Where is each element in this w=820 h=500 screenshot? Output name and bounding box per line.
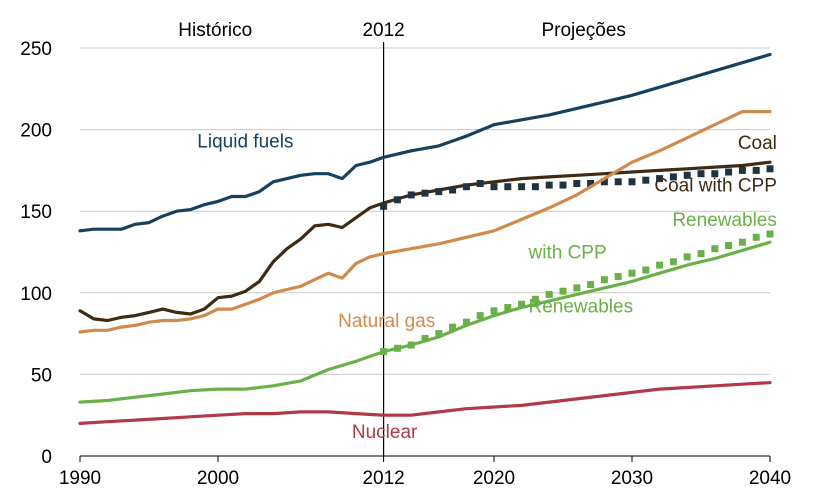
data-point-coal-with-cpp <box>421 189 429 197</box>
x-tick-label: 2000 <box>197 468 239 489</box>
split-year-label: 2012 <box>362 20 404 41</box>
data-point-renewables-with-cpp <box>614 273 622 280</box>
y-tick-label: 200 <box>20 121 52 142</box>
data-point-renewables-with-cpp <box>573 284 581 292</box>
data-point-coal-with-cpp <box>559 181 567 189</box>
data-point-coal-with-cpp <box>628 178 636 186</box>
data-point-coal-with-cpp <box>393 196 401 204</box>
data-point-coal-with-cpp <box>407 191 415 199</box>
data-point-renewables-with-cpp <box>462 318 470 326</box>
data-point-renewables-with-cpp <box>393 344 401 352</box>
data-point-renewables-with-cpp <box>725 242 733 249</box>
y-tick-label: 100 <box>20 284 52 305</box>
data-point-coal-with-cpp <box>587 180 595 187</box>
data-point-coal-with-cpp <box>380 202 388 210</box>
data-point-coal-with-cpp <box>669 173 677 181</box>
series-label-with-cpp: with CPP <box>528 243 607 264</box>
y-tick-label: 150 <box>20 202 52 223</box>
y-tick-label: 50 <box>31 365 52 386</box>
data-point-coal-with-cpp <box>504 183 512 191</box>
data-point-coal-with-cpp <box>656 175 664 183</box>
data-point-coal-with-cpp <box>462 183 470 191</box>
data-point-renewables-with-cpp <box>738 238 746 246</box>
series-coal-with-cpp <box>380 165 774 210</box>
series-line-coal <box>78 160 772 323</box>
data-point-renewables-with-cpp <box>490 307 498 315</box>
series-label-renewables: Renewables <box>672 210 777 231</box>
series-label-coal-with-cpp: Coal with CPP <box>654 176 777 197</box>
historical-period-label: Histórico <box>178 20 252 41</box>
series-renewables-with-cpp <box>380 230 774 356</box>
data-point-renewables-with-cpp <box>531 295 539 303</box>
data-point-coal-with-cpp <box>545 181 553 189</box>
series-label-renewables: Renewables <box>529 296 634 317</box>
data-point-renewables-with-cpp <box>766 230 774 238</box>
series-line-nuclear <box>78 381 772 425</box>
data-point-coal-with-cpp <box>697 170 705 178</box>
series-label-liquid-fuels: Liquid fuels <box>197 132 293 153</box>
data-point-coal-with-cpp <box>476 180 484 187</box>
data-point-renewables-with-cpp <box>435 330 443 338</box>
x-tick-label: 2030 <box>611 468 653 489</box>
series-label-nuclear: Nuclear <box>352 422 418 443</box>
series-labels: Liquid fuels Coal Coal with CPP Renewables w… <box>197 132 777 443</box>
data-point-renewables-with-cpp <box>642 266 650 274</box>
data-point-coal-with-cpp <box>738 166 746 174</box>
data-point-coal-with-cpp <box>600 178 608 186</box>
x-tick-label: 2040 <box>749 468 791 489</box>
data-point-renewables-with-cpp <box>380 348 388 356</box>
axes: 0 50 100 150 200 250 1990 2000 2012 2020 2030 2040 <box>20 39 791 489</box>
data-point-renewables-with-cpp <box>559 287 567 295</box>
data-point-coal-with-cpp <box>518 183 526 191</box>
period-header: Histórico 2012 Projeções <box>178 20 626 41</box>
data-point-renewables-with-cpp <box>697 250 705 258</box>
data-point-renewables-with-cpp <box>504 304 512 311</box>
data-point-renewables-with-cpp <box>449 323 457 331</box>
data-point-renewables-with-cpp <box>711 245 719 253</box>
series-line-natural-gas <box>78 109 772 334</box>
series-natural-gas <box>78 109 772 334</box>
data-point-renewables-with-cpp <box>518 300 526 308</box>
data-point-coal-with-cpp <box>766 165 774 173</box>
data-point-coal-with-cpp <box>573 180 581 187</box>
data-point-coal-with-cpp <box>449 186 457 194</box>
series-coal <box>78 160 772 323</box>
data-point-renewables-with-cpp <box>628 269 636 277</box>
data-point-renewables-with-cpp <box>600 276 608 284</box>
series-layer <box>78 52 774 425</box>
series-label-coal: Coal <box>738 133 777 154</box>
data-point-coal-with-cpp <box>711 170 719 178</box>
data-point-coal-with-cpp <box>725 168 733 176</box>
grid-lines <box>80 47 770 375</box>
series-line-liquid-fuels <box>78 52 772 233</box>
projections-period-label: Projeções <box>541 20 626 41</box>
series-label-natural-gas: Natural gas <box>338 311 435 332</box>
data-point-renewables-with-cpp <box>407 341 415 349</box>
data-point-coal-with-cpp <box>614 178 622 186</box>
data-point-coal-with-cpp <box>531 183 539 191</box>
data-point-renewables-with-cpp <box>587 281 595 289</box>
data-point-coal-with-cpp <box>642 176 650 184</box>
data-point-renewables-with-cpp <box>545 290 553 298</box>
data-point-renewables-with-cpp <box>656 261 664 269</box>
data-point-renewables-with-cpp <box>683 253 691 261</box>
y-tick-label: 250 <box>20 39 52 60</box>
data-point-renewables-with-cpp <box>752 233 760 241</box>
data-point-coal-with-cpp <box>490 183 498 191</box>
x-tick-label: 2012 <box>362 468 404 489</box>
x-tick-label: 2020 <box>473 468 515 489</box>
data-point-coal-with-cpp <box>435 188 443 196</box>
data-point-coal-with-cpp <box>683 171 691 179</box>
x-tick-label: 1990 <box>59 468 101 489</box>
series-nuclear <box>78 381 772 425</box>
data-point-renewables-with-cpp <box>476 312 484 320</box>
series-liquid-fuels <box>78 52 772 233</box>
y-tick-label: 0 <box>41 447 52 468</box>
data-point-renewables-with-cpp <box>669 258 677 266</box>
data-point-coal-with-cpp <box>752 166 760 174</box>
data-point-renewables-with-cpp <box>421 335 429 342</box>
